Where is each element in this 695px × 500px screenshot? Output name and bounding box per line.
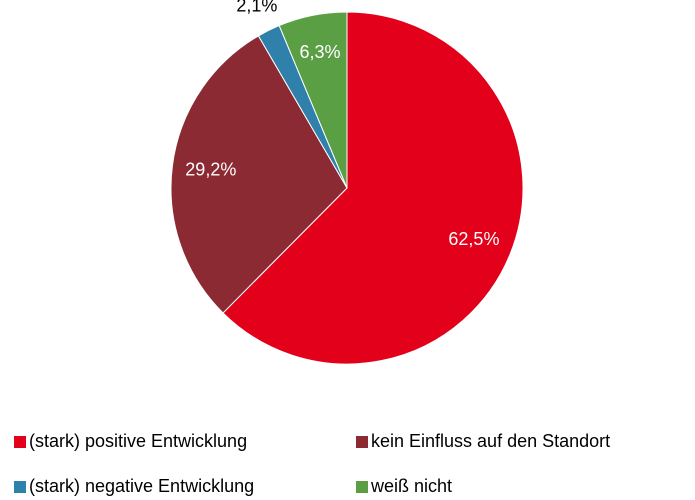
legend-label: kein Einfluss auf den Standort — [371, 431, 610, 451]
legend-label: weiß nicht — [370, 476, 452, 496]
pie-slice — [170, 35, 348, 314]
data-label: 6,3% — [300, 42, 341, 62]
legend-swatch — [356, 436, 368, 448]
legend-swatch — [14, 436, 26, 448]
legend-label: (stark) negative Entwicklung — [29, 476, 254, 496]
data-label: 62,5% — [448, 229, 499, 249]
legend-swatch — [356, 481, 368, 493]
data-label: 2,1% — [236, 0, 277, 16]
legend-label: (stark) positive Entwicklung — [29, 431, 247, 451]
pie-slice — [278, 11, 348, 189]
data-label: 29,2% — [185, 159, 236, 179]
legend-swatch — [14, 481, 26, 493]
pie-slice — [222, 11, 524, 365]
